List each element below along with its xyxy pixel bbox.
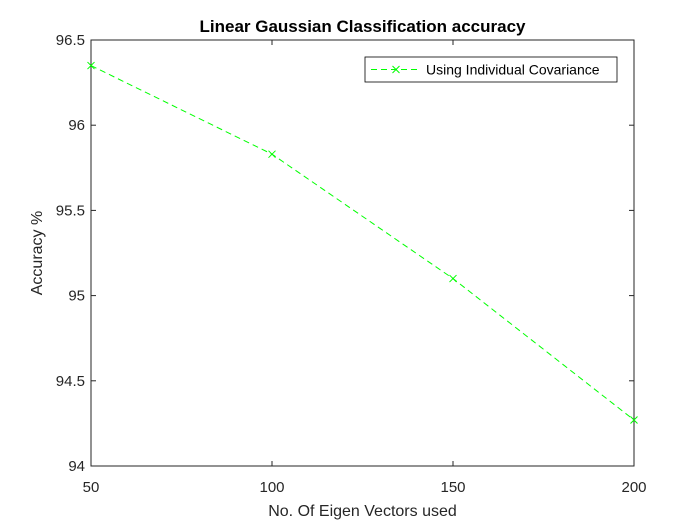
axes-box: [90, 39, 635, 467]
chart-title: Linear Gaussian Classification accuracy: [200, 17, 527, 36]
x-tick-label: 200: [621, 479, 646, 496]
axes: 50 100 150 200 94 94.5 95 95.5 96 96.5: [56, 32, 647, 496]
data-point-marker: [630, 416, 638, 424]
plot-area: [91, 40, 634, 466]
x-tick-label: 100: [259, 479, 284, 496]
series-line: [90, 65, 635, 421]
y-tick-label: 96: [68, 117, 85, 134]
legend: Using Individual Covariance: [364, 56, 618, 83]
series-layer: [87, 61, 638, 424]
y-tick-label: 95: [68, 288, 85, 305]
legend-label: Using Individual Covariance: [426, 62, 600, 78]
y-tick-label: 96.5: [56, 32, 85, 49]
x-axis-label: No. Of Eigen Vectors used: [268, 503, 457, 520]
x-tick-label: 50: [83, 479, 100, 496]
y-tick-label: 94.5: [56, 373, 85, 390]
data-point-marker: [268, 150, 276, 159]
x-tick-label: 150: [440, 479, 465, 496]
legend-marker-x: [392, 65, 400, 74]
y-tick-label: 94: [68, 458, 85, 475]
y-tick-label: 95.5: [56, 202, 85, 219]
y-axis-label: Accuracy %: [29, 211, 46, 295]
data-point-marker: [449, 274, 457, 283]
data-point-marker: [87, 61, 95, 70]
